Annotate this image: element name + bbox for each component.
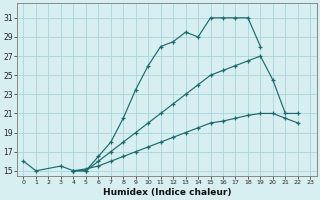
X-axis label: Humidex (Indice chaleur): Humidex (Indice chaleur) — [103, 188, 231, 197]
